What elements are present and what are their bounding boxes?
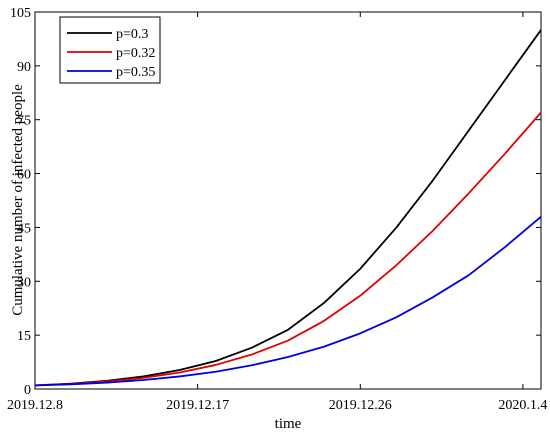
x-axis-title: time [275, 416, 302, 432]
y-tick-label: 60 [17, 168, 31, 183]
x-tick-label: 2019.12.17 [166, 398, 229, 413]
series-line-2 [34, 111, 542, 387]
legend-box [59, 16, 161, 84]
y-tick-label: 0 [24, 383, 31, 398]
y-axis: 0 15 30 45 60 75 90 105 [10, 6, 541, 398]
y-tick-label: 30 [17, 275, 31, 290]
y-tick-label: 75 [17, 114, 31, 129]
y-tick-label: 90 [17, 60, 31, 75]
x-tick-label: 2020.1.4 [498, 398, 547, 413]
legend-label: p=0.35 [116, 65, 155, 80]
y-tick-label: 45 [17, 221, 31, 236]
series-line-3 [34, 215, 542, 387]
legend-label: p=0.32 [116, 46, 155, 61]
y-axis-title: Cumulative number of infected people [10, 84, 26, 316]
x-tick-label: 2019.12.8 [7, 398, 63, 413]
series-line-1 [34, 29, 542, 387]
y-tick-label: 15 [17, 329, 31, 344]
legend: p=0.3 p=0.32 p=0.35 [59, 16, 161, 84]
legend-label: p=0.3 [116, 27, 148, 42]
series-lines [34, 29, 542, 387]
x-tick-label: 2019.12.26 [329, 398, 392, 413]
y-tick-label: 105 [10, 6, 31, 21]
x-axis: 2019.12.8 2019.12.17 2019.12.26 2020.1.4 [7, 12, 547, 413]
